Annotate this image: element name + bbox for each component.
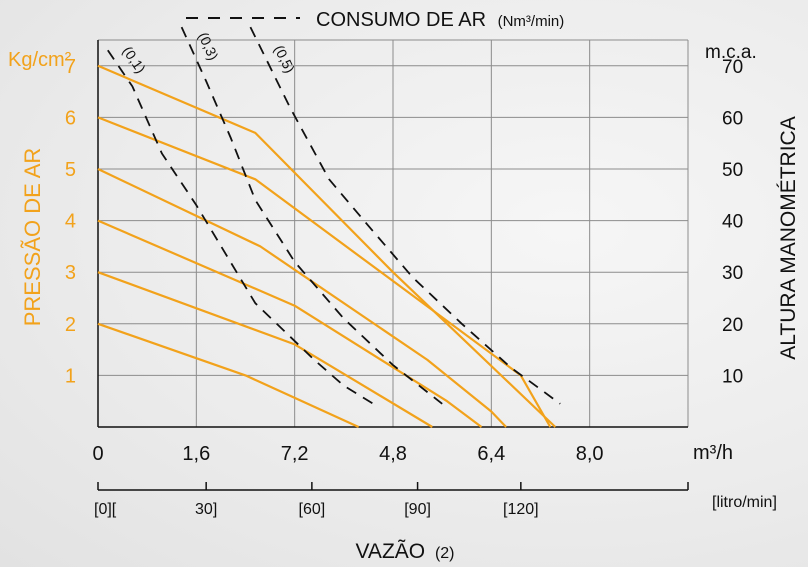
x-tick-label: 0 (92, 443, 103, 465)
y-left-tick-label: 1 (65, 365, 76, 387)
pressure-curve (97, 168, 507, 428)
y-right-tick-label: 20 (722, 315, 743, 336)
y-right-tick-label: 70 (722, 57, 743, 78)
chart-title: CONSUMO DE AR (Nm³/min) (316, 9, 564, 31)
air-consumption-label: (0,1) (120, 43, 149, 76)
legend: CONSUMO DE AR (Nm³/min) (186, 9, 564, 31)
x-axis-title-note: (2) (435, 545, 455, 562)
x-axis-title-main: VAZÃO (355, 539, 425, 563)
air-consumption-label: (0,5) (271, 42, 298, 75)
x-unit-label: m³/h (693, 442, 733, 464)
air-consumption-label: (0,3) (195, 30, 221, 63)
x2-unit-label: [litro/min] (712, 494, 777, 511)
x2-tick-label: [120] (503, 501, 539, 518)
air-consumption-curve (107, 49, 374, 405)
x2-tick-label: [60] (299, 501, 326, 518)
pressure-curve (97, 64, 557, 428)
pressure-curves (97, 64, 557, 429)
pressure-curve (97, 271, 433, 428)
x2-tick-label: [0][ (94, 501, 117, 518)
y-left-tick-label: 7 (65, 56, 76, 78)
y-left-tick-label: 4 (65, 211, 76, 233)
air-consumption-curve (180, 26, 443, 405)
y-left-tick-label: 3 (65, 262, 76, 284)
right-unit-label: m.c.a. (705, 42, 757, 63)
axes (97, 40, 689, 491)
air-consumption-curves: (0,1) (0,3) (0,5) (107, 26, 561, 405)
tick-labels: [0][ 30] [60] [90] [120] 0 1,6 7,2 4,8 6,4 8,0 1 2 3 4… (65, 56, 743, 518)
left-unit-label: Kg/cm² (8, 49, 72, 71)
grid (97, 39, 689, 427)
pressure-curve (97, 322, 360, 429)
y-right-tick-label: 40 (722, 212, 743, 233)
pressure-curve (97, 116, 552, 428)
y-left-tick-label: 5 (65, 159, 76, 181)
chart-title-main: CONSUMO DE AR (316, 9, 486, 31)
y-right-tick-label: 60 (722, 108, 743, 129)
y-right-tick-label: 10 (722, 366, 743, 387)
air-consumption-curve (249, 26, 561, 405)
x-tick-label: 1,6 (182, 443, 210, 465)
pressure-curve (97, 219, 483, 428)
y-right-tick-label: 30 (722, 263, 743, 284)
x-axis-title: VAZÃO (2) (355, 539, 454, 563)
y-left-tick-label: 6 (65, 107, 76, 129)
y-left-axis-title: PRESSÃO DE AR (20, 148, 45, 327)
y-left-tick-label: 2 (65, 314, 76, 336)
x-tick-label: 6,4 (477, 443, 505, 465)
y-right-axis-title: ALTURA MANOMÉTRICA (777, 116, 800, 359)
chart-title-unit: (Nm³/min) (498, 13, 565, 30)
x2-tick-label: 30] (195, 501, 217, 518)
y-right-tick-label: 50 (722, 160, 743, 181)
x-tick-label: 8,0 (576, 443, 604, 465)
x-tick-label: 7,2 (281, 443, 309, 465)
x-tick-label: 4,8 (379, 443, 407, 465)
x2-tick-label: [90] (404, 501, 431, 518)
